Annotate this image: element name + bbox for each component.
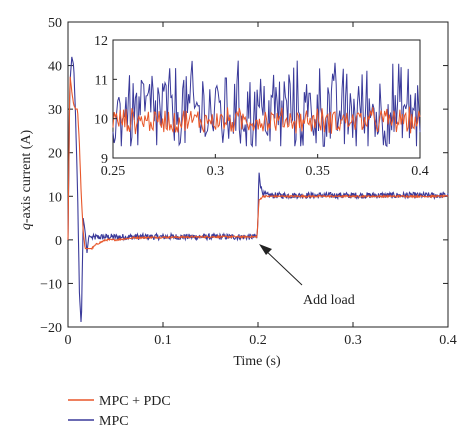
inset-series-line-mpc [112,60,421,148]
inset-x-tick-label: 0.35 [305,164,330,179]
inset-x-tick-label: 0.3 [207,164,225,179]
x-tick-label: 0 [65,333,72,348]
inset-x-tick-label: 0.4 [411,164,429,179]
main-plot-area: 0 0.1 0.2 0.3 0.4 −20 −10 0 10 20 30 40 50 [40,16,457,348]
legend-label-mpc-pdc: MPC + PDC [99,394,171,409]
y-tick-label: 0 [55,234,62,249]
y-tick-label: 50 [48,16,62,31]
inset-y-tick-label: 10 [94,113,108,128]
y-tick-label: −20 [40,321,62,336]
annotation-arrow-shaft [262,247,303,286]
x-tick-label: 0.2 [249,333,267,348]
annotation-arrow-head [259,244,272,255]
y-tick-label: 40 [48,60,62,75]
legend-label-mpc: MPC [99,414,129,429]
y-axis-label-italic: q [19,223,34,230]
y-tick-label: 10 [48,190,62,205]
inset-series-line-mpc-pdc [112,106,421,135]
inset-plot-area: 0.25 0.3 0.35 0.4 9 10 11 12 [94,34,429,179]
inset-y-tick-label: 9 [101,152,108,167]
y-tick-label: −10 [40,277,62,292]
x-tick-label: 0.4 [439,333,457,348]
x-tick-label: 0.3 [344,333,362,348]
y-axis-label-rest: -axis current (A) [19,130,34,224]
add-load-label: Add load [303,293,355,308]
y-axis-label: q-axis current (A) [19,130,34,231]
y-tick-label: 30 [48,103,62,118]
inset-y-tick-label: 12 [94,34,108,49]
legend: MPC + PDC MPC [68,394,171,429]
add-load-annotation: Add load [259,244,355,308]
inset-y-tick-label: 11 [95,73,108,88]
x-tick-label: 0.1 [154,333,172,348]
y-tick-label: 20 [48,147,62,162]
series-line-mpc-pdc [67,76,449,251]
inset-x-tick-label: 0.25 [101,164,126,179]
x-axis-label: Time (s) [233,354,281,369]
